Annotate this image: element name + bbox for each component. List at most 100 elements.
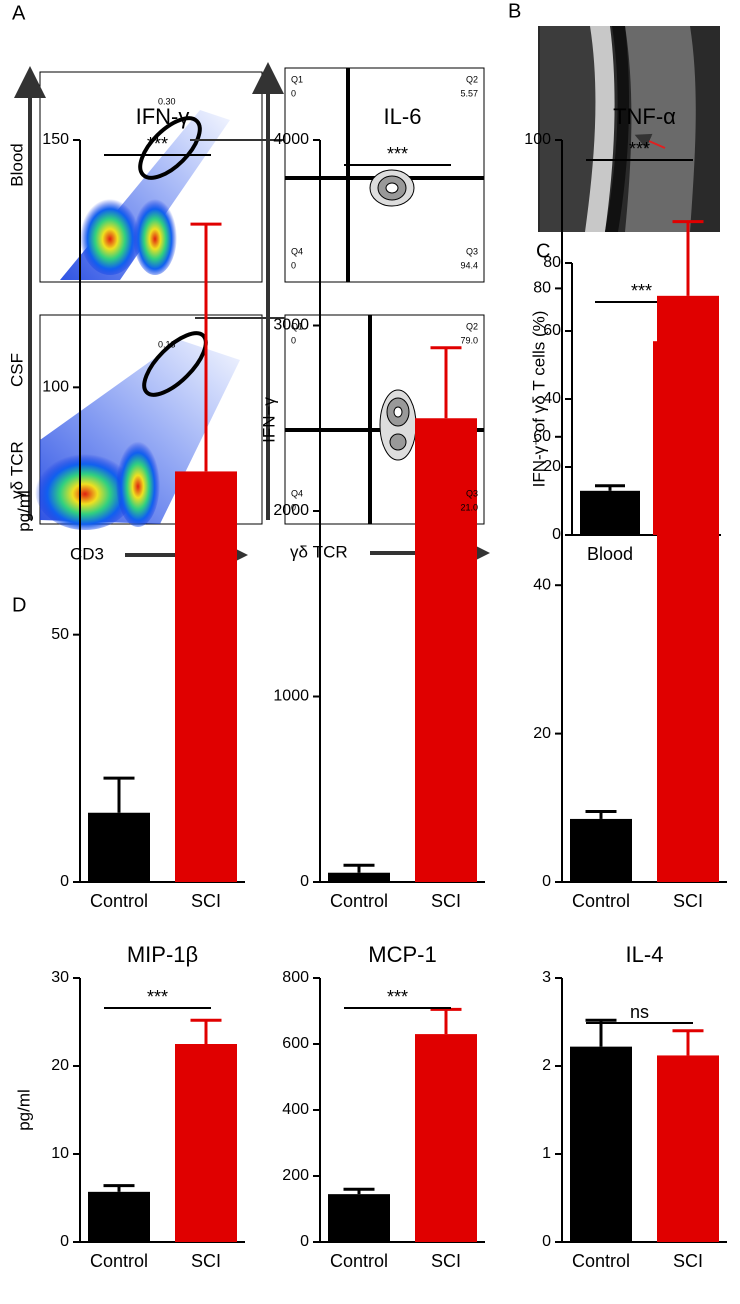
y-axis-label: IFN-γ⁺ of γδ T cells (%) <box>529 311 548 488</box>
y-tick-label: 20 <box>533 725 551 742</box>
x-tick-label: SCI <box>673 891 703 911</box>
contour-plot <box>284 67 485 283</box>
chart-title: TNF-α <box>613 104 676 129</box>
y-tick-label: 2000 <box>273 502 309 519</box>
chart-title: IL-6 <box>384 104 422 129</box>
y-tick-label: 400 <box>282 1101 309 1118</box>
bar <box>570 1046 632 1242</box>
axis-label: γδ TCR <box>7 441 26 499</box>
y-tick-label: 10 <box>51 1145 69 1162</box>
y-tick-label: 20 <box>51 1057 69 1074</box>
panel-label: C <box>536 240 550 262</box>
significance-label: *** <box>629 139 650 159</box>
x-tick-label: SCI <box>673 1251 703 1271</box>
y-tick-label: 3 <box>542 969 551 986</box>
x-tick-label: Control <box>90 1251 148 1271</box>
significance-label: *** <box>387 144 408 164</box>
x-tick-label: Control <box>90 891 148 911</box>
y-tick-label: 50 <box>51 626 69 643</box>
bar <box>88 1191 150 1242</box>
x-tick-label: Control <box>572 1251 630 1271</box>
bar <box>328 872 390 882</box>
y-tick-label: 0 <box>60 1233 69 1250</box>
axis-label: IFN−γ <box>259 397 278 443</box>
bar <box>657 1055 719 1242</box>
y-tick-label: 40 <box>533 576 551 593</box>
axis-label: CD3 <box>70 544 104 563</box>
y-tick-label: 60 <box>543 322 561 339</box>
quadrant-value: 0 <box>291 335 296 345</box>
quadrant-name: Q4 <box>291 488 303 498</box>
quadrant-value: 79.0 <box>460 335 478 345</box>
bar <box>328 1194 390 1242</box>
y-tick-label: 0 <box>542 1233 551 1250</box>
y-tick-label: 0 <box>552 526 561 543</box>
y-tick-label: 200 <box>282 1167 309 1184</box>
y-tick-label: 4000 <box>273 131 309 148</box>
x-tick-label: SCI <box>431 1251 461 1271</box>
quadrant-name: Q1 <box>291 321 303 331</box>
bar <box>415 418 477 882</box>
x-tick-label: Control <box>330 891 388 911</box>
significance-label: *** <box>147 987 168 1007</box>
bar <box>175 1044 237 1242</box>
y-tick-label: 20 <box>543 458 561 475</box>
y-tick-label: 2 <box>542 1057 551 1074</box>
y-tick-label: 3000 <box>273 317 309 334</box>
y-tick-label: 1 <box>542 1145 551 1162</box>
gate-value: 0.13 <box>158 339 176 349</box>
significance-label: *** <box>387 987 408 1007</box>
quadrant-value: 0 <box>291 88 296 98</box>
y-axis-label: pg/ml <box>14 490 33 532</box>
significance-label: *** <box>147 134 168 154</box>
chart-title: IFN-γ <box>136 104 190 129</box>
quadrant-value: 0 <box>291 502 296 512</box>
quadrant-value: 0 <box>291 260 296 270</box>
bar <box>580 490 640 535</box>
mri-image <box>538 26 720 232</box>
y-tick-label: 0 <box>300 873 309 890</box>
significance-label: *** <box>631 281 652 301</box>
significance-label: ns <box>630 1002 649 1022</box>
y-tick-label: 1000 <box>273 688 309 705</box>
bar <box>570 818 632 882</box>
chart-title: MIP-1β <box>127 942 198 967</box>
quadrant-name: Q4 <box>291 246 303 256</box>
quadrant-name: Q2 <box>466 321 478 331</box>
bar <box>175 471 237 882</box>
y-tick-label: 600 <box>282 1035 309 1052</box>
bar <box>88 812 150 882</box>
y-axis-label: pg/ml <box>14 1089 33 1131</box>
x-tick-label: SCI <box>191 1251 221 1271</box>
row-label: Blood <box>7 143 26 186</box>
x-tick-label: Blood <box>587 544 633 564</box>
x-tick-label: Control <box>572 891 630 911</box>
flow-plot <box>39 71 263 283</box>
y-tick-label: 0 <box>60 873 69 890</box>
y-tick-label: 0 <box>300 1233 309 1250</box>
y-tick-label: 800 <box>282 969 309 986</box>
y-tick-label: 80 <box>533 280 551 297</box>
bar <box>657 295 719 882</box>
chart-title: IL-4 <box>626 942 664 967</box>
quadrant-name: Q3 <box>466 488 478 498</box>
y-tick-label: 40 <box>543 390 561 407</box>
quadrant-name: Q3 <box>466 246 478 256</box>
x-tick-label: SCI <box>431 891 461 911</box>
quadrant-value: 5.57 <box>460 88 478 98</box>
quadrant-name: Q1 <box>291 74 303 84</box>
chart-title: MCP-1 <box>368 942 436 967</box>
panel-label: D <box>12 594 26 616</box>
y-tick-label: 60 <box>533 428 551 445</box>
y-tick-label: 30 <box>51 969 69 986</box>
x-tick-label: SCI <box>191 891 221 911</box>
quadrant-name: Q2 <box>466 74 478 84</box>
panel-label: A <box>12 2 26 24</box>
y-tick-label: 150 <box>42 131 69 148</box>
y-tick-label: 80 <box>543 254 561 271</box>
y-tick-label: 100 <box>524 131 551 148</box>
x-tick-label: Control <box>330 1251 388 1271</box>
panel-label: B <box>508 0 521 22</box>
row-label: CSF <box>7 353 26 387</box>
